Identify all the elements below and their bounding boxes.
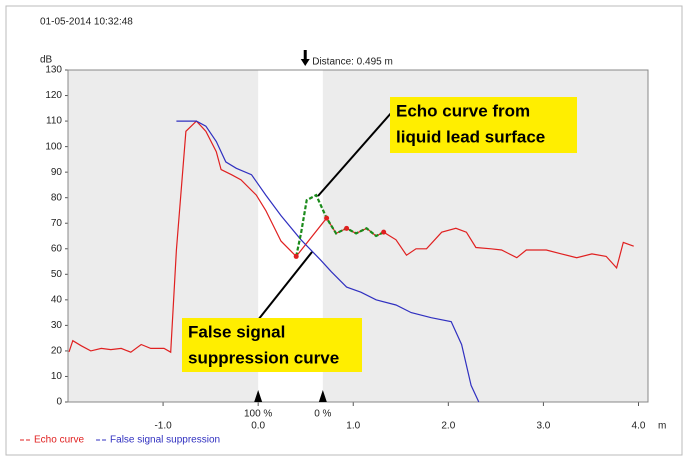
annotation-text: False signal [188, 322, 285, 341]
annotation-box [182, 318, 362, 372]
y-tick-label: 100 [45, 141, 62, 152]
echo-point [344, 225, 350, 231]
annotation-text: suppression curve [188, 348, 339, 367]
y-tick-label: 20 [51, 346, 63, 357]
timestamp: 01-05-2014 10:32:48 [40, 17, 133, 28]
y-tick-label: 80 [51, 192, 63, 203]
echo-point [324, 215, 330, 221]
echo-point [293, 253, 299, 259]
window-label: 0 % [314, 409, 331, 420]
annotation-text: Echo curve from [396, 101, 530, 120]
y-tick-label: 0 [56, 397, 62, 408]
x-unit: m [658, 421, 666, 432]
legend-label: False signal suppression [110, 435, 220, 446]
y-tick-label: 40 [51, 294, 63, 305]
y-tick-label: 60 [51, 243, 63, 254]
y-tick-label: 30 [51, 320, 63, 331]
y-tick-label: 10 [51, 371, 63, 382]
annotation-box [390, 97, 577, 153]
y-tick-label: 120 [45, 90, 62, 101]
x-tick-label: 1.0 [346, 421, 360, 432]
annotation-pointer [317, 111, 393, 197]
y-axis-label: dB [40, 55, 53, 66]
x-tick-label: 0.0 [251, 421, 265, 432]
echo-point [381, 229, 387, 235]
distance-arrow [300, 50, 310, 66]
window-marker [254, 390, 263, 402]
x-tick-label: 3.0 [536, 421, 550, 432]
echo-highlight [295, 193, 385, 257]
x-tick-label: 4.0 [632, 421, 646, 432]
y-tick-label: 130 [45, 65, 62, 76]
series-line [176, 120, 480, 403]
x-tick-label: -1.0 [154, 421, 172, 432]
annotation-pointer [257, 251, 313, 321]
window-marker [318, 390, 327, 402]
plot-border [67, 69, 649, 403]
annotation-text: liquid lead surface [396, 127, 545, 146]
x-tick-label: 2.0 [441, 421, 455, 432]
y-tick-label: 90 [51, 167, 63, 178]
distance-label: Distance: 0.495 m [312, 57, 393, 68]
window-label: 100 % [244, 409, 272, 420]
y-tick-label: 50 [51, 269, 63, 280]
y-tick-label: 70 [51, 218, 63, 229]
legend-label: Echo curve [34, 435, 84, 446]
y-tick-label: 110 [46, 116, 62, 127]
